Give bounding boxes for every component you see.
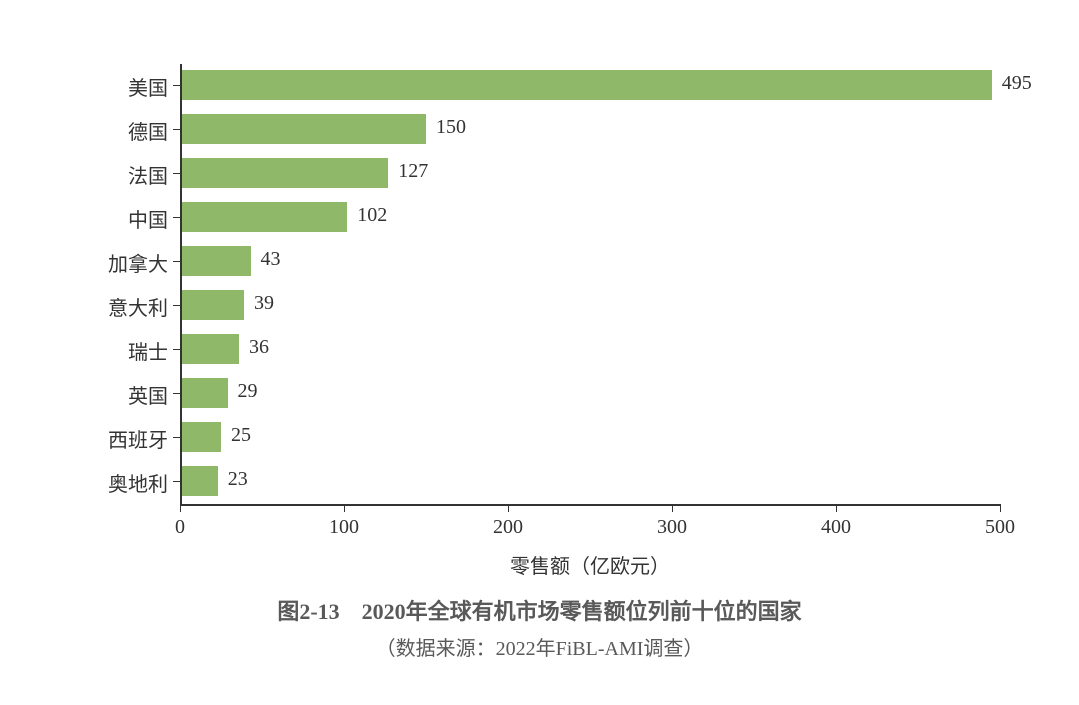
bar-value-label: 25 [231,424,251,447]
x-axis-title: 零售额（亿欧元） [510,550,670,579]
y-axis-line [180,64,182,504]
bar-value-label: 150 [436,116,466,139]
bar [180,466,218,496]
y-tick-label: 英国 [128,380,168,409]
bar [180,246,251,276]
bar [180,422,221,452]
y-tick-label: 美国 [128,72,168,101]
x-tick [836,504,837,512]
y-tick-label: 西班牙 [108,424,168,453]
y-tick [173,437,180,438]
bar-value-label: 36 [249,336,269,359]
x-tick-label: 0 [175,516,185,539]
x-tick-label: 400 [821,516,851,539]
y-tick-label: 德国 [128,116,168,145]
x-tick-label: 200 [493,516,523,539]
bar [180,158,388,188]
y-tick-label: 意大利 [108,292,168,321]
bar [180,334,239,364]
bar-value-label: 43 [261,248,281,271]
figure: 美国 495 德国 150 法国 127 中国 102 加拿大 43 意大利 39 瑞士 36 英国 29 西班… [0,0,1079,705]
figure-caption-title: 图2-13 2020年全球有机市场零售额位列前十位的国家 [277,594,801,626]
bar-value-label: 495 [1002,72,1032,95]
bar [180,378,228,408]
y-tick [173,481,180,482]
x-tick [180,504,181,512]
y-tick-label: 瑞士 [128,336,168,365]
x-tick [508,504,509,512]
y-tick [173,261,180,262]
y-tick-label: 加拿大 [108,248,168,277]
x-axis-line [180,504,1000,506]
x-tick-label: 500 [985,516,1015,539]
y-tick-label: 奥地利 [108,468,168,497]
y-tick [173,349,180,350]
x-tick [1000,504,1001,512]
bar [180,70,992,100]
bar-value-label: 102 [357,204,387,227]
bar [180,202,347,232]
y-tick-label: 法国 [128,160,168,189]
y-tick-label: 中国 [128,204,168,233]
y-tick [173,85,180,86]
y-tick [173,173,180,174]
bar-value-label: 39 [254,292,274,315]
bar-value-label: 29 [238,380,258,403]
figure-caption-source: （数据来源：2022年FiBL-AMI调查） [376,632,704,661]
y-tick [173,129,180,130]
y-tick [173,217,180,218]
x-tick [344,504,345,512]
bar-value-label: 23 [228,468,248,491]
y-tick [173,393,180,394]
bar [180,114,426,144]
x-tick [672,504,673,512]
bar [180,290,244,320]
x-tick-label: 100 [329,516,359,539]
bar-value-label: 127 [398,160,428,183]
x-tick-label: 300 [657,516,687,539]
y-tick [173,305,180,306]
